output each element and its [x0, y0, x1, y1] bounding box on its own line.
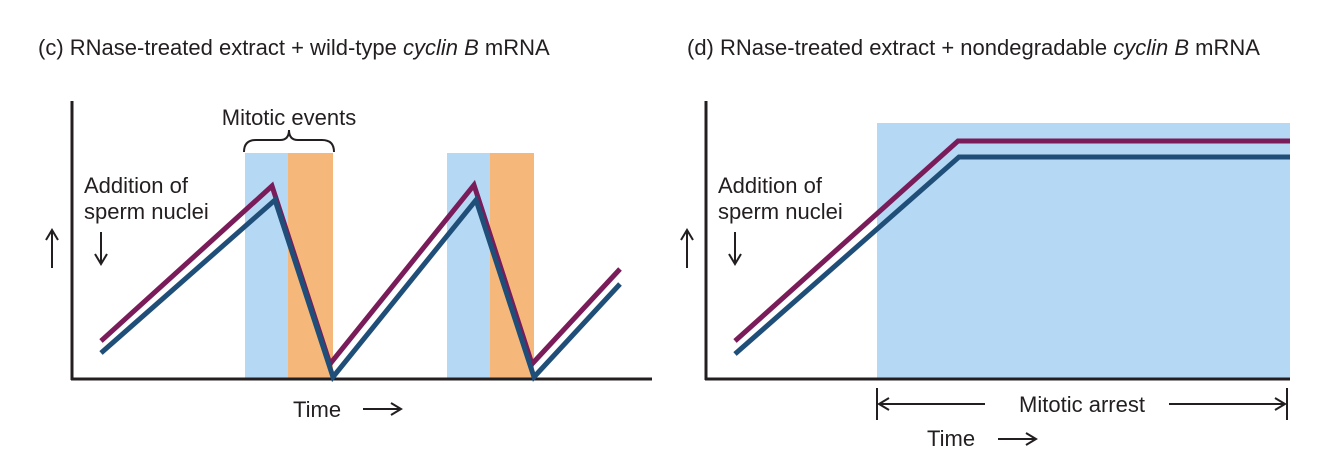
arrest-left-arrowhead-icon [877, 397, 890, 411]
time-arrowhead-icon [390, 402, 403, 416]
mitosis-early-phase-1 [245, 153, 288, 379]
mitosis-early-phase-2 [447, 153, 490, 379]
addition-label-line1: Addition of [84, 173, 189, 198]
panel-c-title-gene: cyclin B [402, 35, 479, 60]
panel-d-label: (d) [687, 35, 714, 60]
panel-d-time-label: Time [927, 426, 975, 451]
cyclin-line-navy [733, 154, 1290, 356]
cyclin-line-navy [99, 194, 622, 383]
panel-c-title-suffix: mRNA [478, 35, 550, 60]
mitotic-arrest-label: Mitotic arrest [1019, 392, 1145, 417]
mitotic-events-label: Mitotic events [222, 105, 357, 130]
down-arrowhead-icon [94, 253, 108, 266]
panel-c-label: (c) [38, 35, 64, 60]
down-arrowhead-icon [728, 253, 742, 266]
addition-label-line1: Addition of [718, 173, 823, 198]
panel-c-time-label: Time [293, 397, 341, 422]
panel-c-diagram: Mitotic events Addition of sperm nuclei … [45, 101, 652, 422]
time-arrowhead-icon [1025, 432, 1038, 446]
panel-d-title-prefix: RNase-treated extract + nondegradable [720, 35, 1114, 60]
panel-d-diagram: Addition of sperm nuclei Mitotic arrest … [680, 101, 1290, 451]
cyclin-line-purple [733, 138, 1290, 343]
panel-c: (c) RNase-treated extract + wild-type cy… [38, 34, 658, 422]
up-arrowhead-icon [45, 228, 59, 241]
panel-c-title-prefix: RNase-treated extract + wild-type [69, 35, 403, 60]
panel-d: (d) RNase-treated extract + nondegradabl… [663, 0, 1326, 472]
addition-label-line2: sperm nuclei [718, 199, 843, 224]
addition-label-line2: sperm nuclei [84, 199, 209, 224]
panel-d-title-gene: cyclin B [1113, 35, 1189, 60]
up-arrowhead-icon [680, 228, 694, 241]
panel-d-title: (d) RNase-treated extract + nondegradabl… [687, 34, 1287, 61]
arrest-right-arrowhead-icon [1274, 397, 1287, 411]
cyclin-line-purple [99, 179, 622, 370]
mitotic-events-bracket [243, 129, 335, 153]
panel-d-title-suffix: mRNA [1189, 35, 1260, 60]
panel-c-title: (c) RNase-treated extract + wild-type cy… [38, 34, 658, 61]
